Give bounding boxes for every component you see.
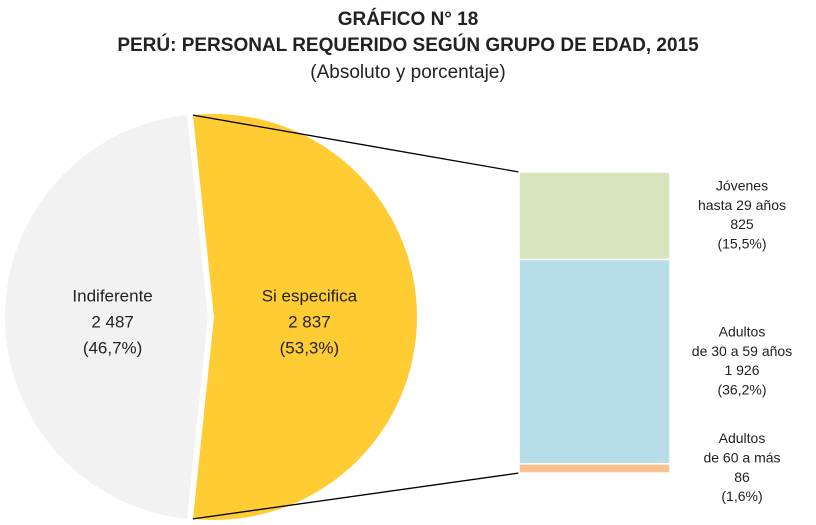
- pie-label: (46,7%): [83, 338, 143, 357]
- chart-subtitle: PERÚ: PERSONAL REQUERIDO SEGÚN GRUPO DE …: [117, 34, 699, 56]
- pie-label: 2 487: [91, 312, 134, 331]
- bar-label: (36,2%): [717, 381, 766, 397]
- pie-label: (53,3%): [280, 338, 340, 357]
- bar-label: hasta 29 años: [698, 197, 786, 213]
- bar-label: 825: [730, 216, 754, 232]
- bar-label: Adultos: [719, 323, 766, 339]
- chart-title: GRÁFICO N° 18: [338, 8, 479, 30]
- bar-label: 1 926: [724, 362, 759, 378]
- connector: [192, 472, 520, 520]
- bar-label: de 30 a 59 años: [692, 343, 792, 359]
- pie-slice: [192, 113, 418, 520]
- bar-label: 86: [734, 469, 750, 485]
- pie-slice: [5, 115, 208, 519]
- pie-label: Indiferente: [72, 286, 152, 305]
- bar-label: Adultos: [719, 430, 766, 446]
- bar-label: de 60 a más: [703, 449, 780, 465]
- connector: [192, 114, 520, 173]
- bar-label: Jóvenes: [716, 178, 768, 194]
- bar-segment: [518, 171, 671, 261]
- chart-note: (Absoluto y porcentaje): [310, 62, 505, 83]
- bar-segment: [518, 463, 671, 474]
- pie-label: 2 837: [288, 312, 331, 331]
- bar-segment: [518, 258, 671, 465]
- bar-label: (1,6%): [721, 488, 762, 504]
- bar-label: (15,5%): [717, 235, 766, 251]
- pie-label: Si especifica: [262, 286, 358, 305]
